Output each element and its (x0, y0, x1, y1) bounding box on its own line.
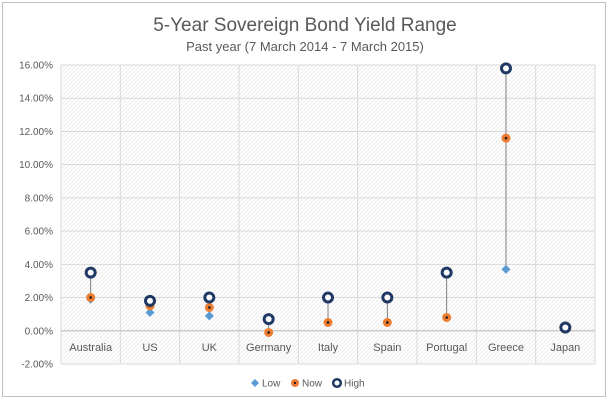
y-tick-label: 6.00% (25, 227, 53, 238)
category-label: Italy (318, 342, 339, 354)
legend: Low Now High (251, 377, 365, 390)
y-tick-label: 14.00% (19, 94, 53, 105)
y-tick-label: -2.00% (21, 360, 53, 371)
legend-low-marker (251, 379, 259, 387)
category-label: Japan (550, 342, 580, 354)
category-label: Greece (488, 342, 524, 354)
now-marker-dot (445, 316, 448, 319)
category-label: Australia (69, 342, 113, 354)
y-tick-label: 2.00% (25, 293, 53, 304)
series-layer (84, 62, 572, 337)
high-marker (322, 291, 334, 304)
now-marker-dot (326, 321, 330, 324)
legend-label: Now (302, 379, 323, 390)
category-label: Spain (373, 342, 401, 354)
y-tick-label: 16.00% (19, 61, 53, 72)
high-marker (559, 321, 572, 334)
axis-layer: -2.00% 0.00% 2.00% 4.00% 6.00% 8.00% 10.00% 12.… (19, 61, 595, 371)
high-marker (381, 291, 394, 304)
legend-label: Low (262, 379, 281, 390)
category-label: US (142, 342, 157, 354)
legend-high-marker (331, 377, 343, 389)
low-marker (204, 311, 214, 321)
now-marker-dot (386, 321, 389, 324)
legend-label: High (344, 379, 365, 390)
high-marker (262, 313, 275, 326)
high-marker (203, 291, 216, 304)
now-marker-dot (208, 306, 211, 309)
now-marker-dot (504, 136, 508, 140)
category-label: Germany (246, 342, 292, 354)
chart-subtitle: Past year (7 March 2014 - 7 March 2015) (186, 39, 424, 54)
legend-now-marker-dot (293, 381, 297, 385)
chart-title: 5-Year Sovereign Bond Yield Range (153, 15, 457, 36)
category-label: Portugal (426, 342, 467, 354)
y-tick-label: 4.00% (25, 260, 53, 271)
low-marker (501, 264, 511, 274)
y-tick-label: 0.00% (25, 326, 53, 337)
y-tick-label: 10.00% (19, 160, 53, 171)
low-marker (145, 308, 155, 318)
y-tick-label: 8.00% (25, 193, 53, 204)
chart-frame: 5-Year Sovereign Bond Yield Range Past y… (2, 2, 606, 397)
now-marker-dot (89, 296, 92, 299)
high-marker (500, 62, 512, 75)
high-marker (440, 266, 453, 279)
y-tick-label: 12.00% (19, 127, 53, 138)
chart-svg: 5-Year Sovereign Bond Yield Range Past y… (19, 15, 596, 390)
high-marker (144, 294, 156, 307)
category-label: UK (202, 342, 218, 354)
now-marker-dot (267, 331, 270, 334)
high-marker (84, 266, 97, 279)
